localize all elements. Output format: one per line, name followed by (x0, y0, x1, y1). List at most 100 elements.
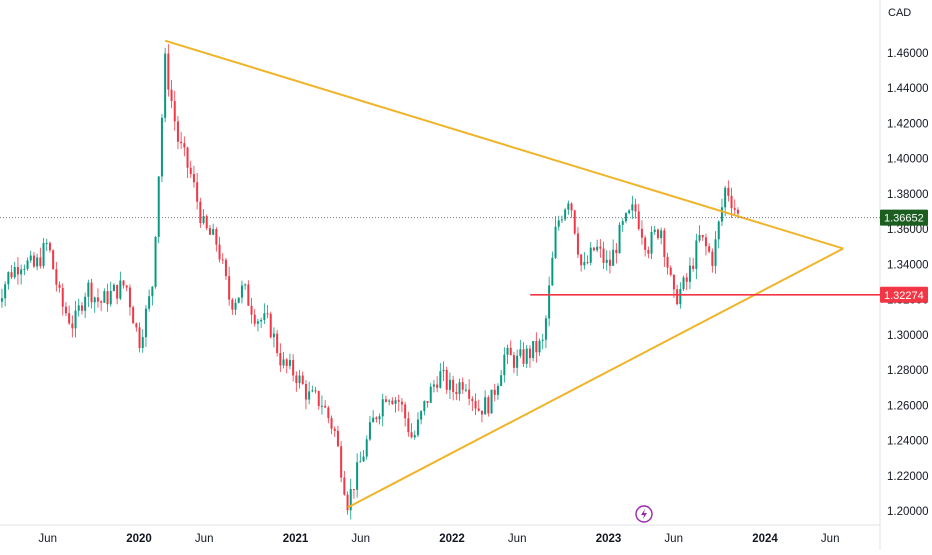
candle-body (266, 313, 269, 315)
candle-body (618, 224, 621, 254)
candle-body (119, 280, 122, 299)
candle-body (522, 349, 525, 364)
candle-body (253, 314, 256, 324)
candle-body (0, 298, 3, 302)
last-price-badge (880, 209, 928, 226)
candle-body (327, 407, 330, 419)
candle-body (624, 213, 627, 222)
candle-body (474, 400, 477, 409)
candle-body (596, 246, 599, 251)
candle-body (644, 237, 647, 250)
y-tick-label: 1.20000 (887, 506, 929, 518)
candle-body (605, 259, 608, 263)
candle-body (471, 398, 474, 401)
candle-body (480, 410, 483, 415)
candle-body (224, 259, 227, 277)
candle-body (477, 408, 480, 411)
candle-body (452, 379, 455, 392)
y-tick-label: 1.28000 (887, 365, 929, 377)
candle-body (368, 422, 371, 440)
candle-body (176, 121, 179, 142)
candle-body (55, 269, 58, 285)
candle-body (656, 229, 659, 239)
candle-body (378, 416, 381, 420)
candle-body (557, 220, 560, 227)
candle-body (183, 143, 186, 148)
candle-body (493, 389, 496, 395)
candle-body (701, 235, 704, 238)
candle-body (602, 248, 605, 263)
x-tick-label: 2020 (126, 533, 152, 545)
candle-body (64, 306, 67, 314)
y-tick-label: 1.40000 (887, 154, 929, 166)
candle-body (653, 229, 656, 232)
y-axis: CAD (888, 7, 911, 19)
candle-body (432, 384, 435, 387)
candle-body (564, 209, 567, 220)
support-price-badge (880, 286, 928, 303)
candle-body (496, 385, 499, 395)
candle-body (375, 417, 378, 420)
candle-body (196, 182, 199, 202)
candle-body (532, 340, 535, 358)
candle-body (679, 288, 682, 305)
candle-body (215, 229, 218, 245)
candle-body (560, 219, 563, 221)
candle-body (221, 259, 224, 261)
candle-body (391, 400, 394, 404)
candle-body (202, 216, 205, 223)
candle-body (541, 339, 544, 341)
candle-body (647, 249, 650, 254)
y-tick-label: 1.34000 (887, 259, 929, 271)
candle-body (666, 256, 669, 268)
y-tick-label: 1.24000 (887, 436, 929, 448)
candle-body (279, 353, 282, 366)
candle-body (112, 284, 115, 291)
candle-body (311, 390, 314, 392)
candle-body (388, 400, 391, 402)
candle-body (528, 348, 531, 358)
candle-body (192, 173, 195, 183)
candle-body (631, 204, 634, 211)
candle-body (173, 101, 176, 122)
candle-body (615, 249, 618, 254)
candle-body (692, 265, 695, 269)
candle-body (320, 405, 323, 407)
candle-body (180, 141, 183, 144)
candle-body (672, 274, 675, 290)
candle-body (554, 226, 557, 258)
candle-body (71, 323, 74, 329)
candle-body (205, 216, 208, 229)
candle-body (484, 397, 487, 415)
candle-body (42, 243, 45, 267)
candle-body (100, 301, 103, 303)
candle-body (208, 228, 211, 235)
candle-body (704, 237, 707, 247)
lightning-icon[interactable] (635, 505, 653, 523)
candle-body (509, 347, 512, 356)
candle-body (32, 255, 35, 267)
candle-body (154, 236, 157, 287)
candle-body (669, 267, 672, 275)
x-tick-label: 2022 (439, 533, 465, 545)
candle-body (330, 418, 333, 429)
candle-body (212, 229, 215, 235)
candle-body (340, 446, 343, 478)
candle-body (250, 305, 253, 315)
candle-body (608, 259, 611, 266)
candle-body (439, 371, 442, 388)
trendline-lower[interactable] (347, 247, 844, 509)
y-tick-labels: 1.46000 1.44000 1.42000 1.40000 1.38000 1.360… (887, 48, 929, 518)
candle-body (461, 382, 464, 390)
candle-body (138, 327, 141, 348)
x-tick-label: Jun (38, 533, 57, 545)
candle-body (637, 211, 640, 229)
trendline-upper[interactable] (164, 39, 844, 250)
candle-body (234, 302, 237, 310)
candle-body (714, 239, 717, 266)
candle-body (144, 308, 147, 338)
candle-body (52, 250, 55, 270)
candle-body (384, 399, 387, 402)
candle-body (58, 284, 61, 288)
